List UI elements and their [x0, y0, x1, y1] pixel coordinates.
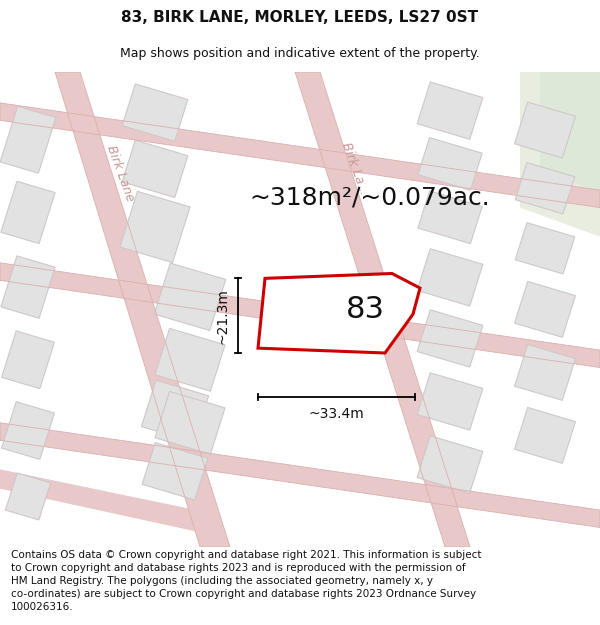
Polygon shape — [120, 191, 190, 262]
Text: Map shows position and indicative extent of the property.: Map shows position and indicative extent… — [120, 48, 480, 61]
Polygon shape — [0, 422, 600, 528]
Polygon shape — [142, 442, 208, 500]
Polygon shape — [417, 436, 483, 493]
Polygon shape — [295, 72, 470, 547]
Polygon shape — [155, 328, 225, 391]
Text: 83, BIRK LANE, MORLEY, LEEDS, LS27 0ST: 83, BIRK LANE, MORLEY, LEEDS, LS27 0ST — [121, 11, 479, 26]
Polygon shape — [1, 181, 55, 244]
Polygon shape — [142, 380, 209, 442]
Polygon shape — [1, 256, 55, 318]
Polygon shape — [155, 391, 225, 454]
Text: 83: 83 — [346, 295, 385, 324]
Text: Birk La...: Birk La... — [340, 141, 371, 197]
Polygon shape — [520, 72, 600, 237]
Polygon shape — [5, 473, 50, 520]
Polygon shape — [0, 103, 600, 208]
Polygon shape — [0, 263, 600, 368]
Polygon shape — [417, 310, 483, 367]
Polygon shape — [418, 138, 482, 190]
Polygon shape — [122, 84, 188, 141]
Text: Birk Lane: Birk Lane — [104, 144, 136, 204]
Polygon shape — [417, 373, 483, 430]
Polygon shape — [515, 162, 575, 214]
Polygon shape — [418, 191, 482, 244]
Text: ~318m²/~0.079ac.: ~318m²/~0.079ac. — [250, 186, 490, 210]
Text: ~21.3m: ~21.3m — [215, 288, 229, 344]
Polygon shape — [515, 281, 575, 338]
Polygon shape — [540, 72, 600, 193]
Text: ~33.4m: ~33.4m — [308, 407, 364, 421]
Polygon shape — [2, 402, 55, 459]
Polygon shape — [0, 469, 210, 532]
Polygon shape — [417, 82, 483, 139]
Polygon shape — [0, 106, 56, 173]
Polygon shape — [515, 222, 575, 274]
Polygon shape — [515, 102, 575, 158]
Polygon shape — [515, 344, 575, 401]
Polygon shape — [515, 408, 575, 463]
Polygon shape — [154, 263, 226, 331]
Polygon shape — [417, 249, 483, 306]
Polygon shape — [55, 72, 230, 547]
Polygon shape — [2, 331, 55, 389]
Polygon shape — [122, 140, 188, 198]
Text: Contains OS data © Crown copyright and database right 2021. This information is : Contains OS data © Crown copyright and d… — [11, 549, 481, 612]
Polygon shape — [258, 274, 420, 353]
